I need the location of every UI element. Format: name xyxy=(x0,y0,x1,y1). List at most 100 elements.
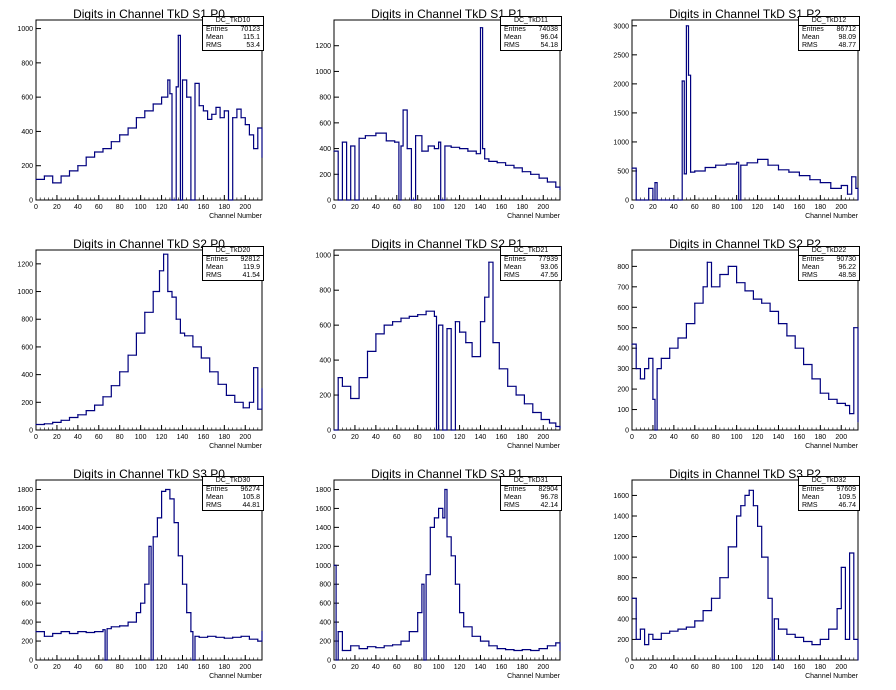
x-tick-label: 80 xyxy=(116,434,124,441)
data-point xyxy=(127,354,129,356)
data-point xyxy=(179,199,181,201)
data-point xyxy=(181,583,184,585)
x-tick-label: 60 xyxy=(691,434,699,441)
chart-title: Digits in Channel TkD S2 P2 xyxy=(669,237,821,251)
stats-rms-label: RMS xyxy=(802,42,818,49)
stats-mean-value: 105.8 xyxy=(242,494,260,501)
data-point xyxy=(836,607,838,610)
y-tick-label: 2000 xyxy=(613,81,629,88)
data-point xyxy=(110,385,112,387)
stats-box: DC_TkD12 Entries 86712 Mean 98.09 RMS 48.77 xyxy=(798,16,860,51)
stats-rms-label: RMS xyxy=(504,502,520,509)
data-point xyxy=(144,311,146,313)
data-point xyxy=(135,332,138,334)
stats-mean-label: Mean xyxy=(206,494,224,501)
data-point xyxy=(60,175,62,177)
data-point xyxy=(669,347,671,349)
x-tick-label: 60 xyxy=(393,434,401,441)
y-tick-label: 400 xyxy=(617,616,629,623)
y-tick-label: 0 xyxy=(327,658,331,665)
y-tick-label: 2500 xyxy=(613,52,629,59)
y-tick-label: 1800 xyxy=(17,487,33,494)
stats-rms-label: RMS xyxy=(802,502,818,509)
chart-panel-tkd10: Digits in Channel TkD S1 P0 0 20 40 60 80 100 1… xyxy=(0,0,298,230)
x-tick-label: 0 xyxy=(630,204,634,211)
data-point xyxy=(190,630,192,633)
data-point xyxy=(400,145,402,147)
data-point xyxy=(417,314,419,316)
x-tick-label: 180 xyxy=(814,434,826,441)
data-point xyxy=(635,638,637,641)
data-point xyxy=(135,117,138,119)
data-point xyxy=(248,638,251,640)
data-point xyxy=(60,630,62,633)
data-point xyxy=(746,162,748,164)
data-point xyxy=(167,79,169,81)
data-point xyxy=(383,645,385,647)
data-point xyxy=(819,392,821,394)
data-point xyxy=(341,649,343,652)
data-point xyxy=(450,429,452,431)
data-point xyxy=(52,632,54,635)
data-point xyxy=(521,171,523,173)
data-point xyxy=(150,659,152,661)
data-point xyxy=(119,134,121,136)
data-point xyxy=(333,150,335,152)
x-tick-label: 20 xyxy=(351,434,359,441)
y-tick-label: 400 xyxy=(21,129,33,136)
data-point xyxy=(794,347,796,349)
data-point xyxy=(830,187,832,189)
data-point xyxy=(177,34,179,37)
histogram-line xyxy=(632,489,859,661)
stats-title: DC_TkD22 xyxy=(799,247,859,256)
data-point xyxy=(681,80,683,82)
data-point xyxy=(788,171,790,173)
data-point xyxy=(261,630,263,633)
data-point xyxy=(402,109,404,111)
stats-entries-value: 86712 xyxy=(836,26,856,33)
data-point xyxy=(171,199,173,201)
y-tick-label: 600 xyxy=(21,344,33,351)
chart-title: Digits in Channel TkD S3 P1 xyxy=(371,467,523,481)
x-tick-label: 200 xyxy=(835,204,847,211)
data-point xyxy=(240,635,242,637)
data-point xyxy=(194,635,196,637)
data-point xyxy=(857,199,859,201)
stats-mean-label: Mean xyxy=(504,494,522,501)
stats-entries-label: Entries xyxy=(504,26,526,33)
data-point xyxy=(631,343,633,345)
chart-title: Digits in Channel TkD S1 P0 xyxy=(73,7,225,21)
stats-title: DC_TkD32 xyxy=(799,477,859,486)
histogram-line xyxy=(632,261,859,431)
data-point xyxy=(425,310,427,312)
data-point xyxy=(223,637,225,639)
x-tick-label: 60 xyxy=(95,664,103,671)
stats-mean-value: 98.09 xyxy=(838,34,856,41)
y-tick-label: 1400 xyxy=(17,525,33,532)
x-tick-label: 180 xyxy=(516,204,528,211)
x-tick-label: 80 xyxy=(116,204,124,211)
data-point xyxy=(727,265,729,267)
x-axis-title: Channel Number xyxy=(507,443,561,450)
data-point xyxy=(215,106,217,109)
data-point xyxy=(433,147,436,150)
y-tick-label: 200 xyxy=(319,639,331,646)
chart-title: Digits in Channel TkD S3 P0 xyxy=(73,467,225,481)
data-point xyxy=(383,324,385,326)
x-tick-label: 80 xyxy=(712,204,720,211)
stats-entries-label: Entries xyxy=(504,256,526,263)
data-point xyxy=(77,630,79,633)
data-point xyxy=(253,147,255,150)
x-tick-label: 20 xyxy=(53,434,61,441)
data-point xyxy=(635,199,637,201)
x-tick-label: 100 xyxy=(433,434,445,441)
stats-rms-value: 46.74 xyxy=(838,502,856,509)
y-tick-label: 200 xyxy=(319,393,331,400)
data-point xyxy=(43,175,45,177)
data-point xyxy=(555,642,557,644)
data-point xyxy=(152,290,154,293)
data-point xyxy=(846,193,849,195)
stats-rms-label: RMS xyxy=(504,272,520,279)
data-point xyxy=(849,552,851,554)
data-point xyxy=(350,397,352,400)
